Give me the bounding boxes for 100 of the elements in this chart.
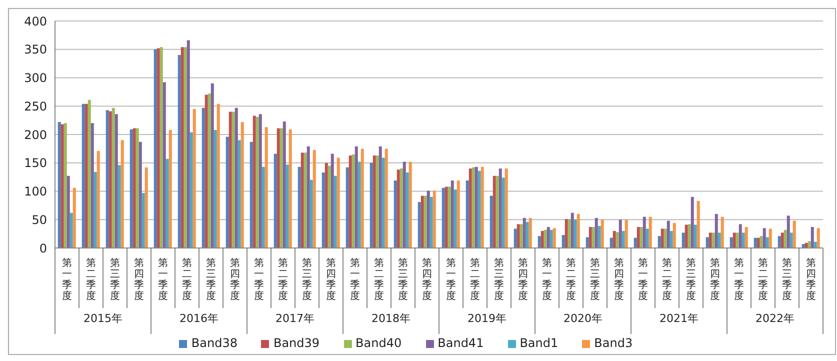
bar xyxy=(454,190,457,248)
y-tick-label: 300 xyxy=(24,71,47,86)
bar xyxy=(58,122,61,248)
bar xyxy=(550,230,553,248)
x-tick-label: 第一季度 xyxy=(158,257,168,302)
bar xyxy=(616,232,619,248)
x-tick-label: 第一季度 xyxy=(734,257,744,302)
bar xyxy=(286,164,289,248)
bar xyxy=(418,202,421,248)
bar xyxy=(502,178,505,248)
x-tick-label: 第四季度 xyxy=(518,257,528,302)
bar xyxy=(420,196,424,248)
bar xyxy=(288,129,292,248)
bar xyxy=(180,47,184,248)
bar xyxy=(324,162,328,248)
bar xyxy=(444,186,448,248)
bar xyxy=(808,241,811,248)
bar xyxy=(252,116,256,248)
bar xyxy=(186,40,190,248)
bar xyxy=(496,176,499,248)
bar xyxy=(478,170,481,248)
bar xyxy=(778,236,781,248)
bar xyxy=(588,227,592,248)
bar xyxy=(136,128,139,248)
bar xyxy=(162,82,166,248)
bar xyxy=(250,142,253,248)
bar xyxy=(660,228,664,248)
x-tick-label: 第四季度 xyxy=(422,257,432,302)
bar xyxy=(424,196,427,248)
x-tick-label: 第一季度 xyxy=(542,257,552,302)
bar xyxy=(232,112,235,248)
bar xyxy=(730,237,733,248)
x-tick-label: 第一季度 xyxy=(446,257,456,302)
bar xyxy=(166,158,169,248)
x-tick-label: 第四季度 xyxy=(614,257,624,302)
bar xyxy=(684,224,688,248)
bar xyxy=(514,228,517,248)
bar xyxy=(394,180,397,248)
bar xyxy=(564,219,568,248)
bar xyxy=(94,172,97,248)
legend-label: Band3 xyxy=(594,336,633,350)
bar xyxy=(474,166,478,248)
y-tick-label: 150 xyxy=(24,156,47,170)
bar xyxy=(682,232,685,248)
x-tick-label: 第四季度 xyxy=(806,257,816,302)
bar xyxy=(768,228,772,248)
x-tick-label: 第三季度 xyxy=(110,257,120,302)
bar xyxy=(144,167,148,248)
legend-label: Band41 xyxy=(438,336,484,350)
bar xyxy=(640,227,643,248)
x-tick-label: 第一季度 xyxy=(350,257,360,302)
bar xyxy=(306,146,310,248)
bar xyxy=(786,216,790,248)
text: 2017年 xyxy=(276,312,314,325)
bar xyxy=(142,192,145,248)
bar xyxy=(546,227,550,248)
x-tick-label: 第三季度 xyxy=(398,257,408,302)
x-tick-label: 第四季度 xyxy=(134,257,144,302)
bar xyxy=(216,104,220,248)
bar xyxy=(70,212,73,248)
bar xyxy=(330,154,334,248)
x-tick-label: 第一季度 xyxy=(62,257,72,302)
bar xyxy=(690,196,694,248)
bar xyxy=(334,176,337,248)
bar xyxy=(370,162,373,248)
bar xyxy=(468,168,472,248)
bar xyxy=(480,166,484,248)
x-tick-label: 第二季度 xyxy=(86,257,96,302)
bar xyxy=(492,176,496,248)
bar xyxy=(396,170,400,248)
bar xyxy=(322,172,325,248)
x-tick-label: 第四季度 xyxy=(710,257,720,302)
y-tick-label: 200 xyxy=(24,128,47,142)
bar xyxy=(472,167,475,248)
bar xyxy=(106,110,109,248)
bar xyxy=(184,47,187,248)
bar xyxy=(336,158,340,248)
bar xyxy=(274,154,277,248)
bar xyxy=(600,220,604,248)
bar xyxy=(60,124,64,248)
bar xyxy=(84,104,88,248)
x-tick-label: 第四季度 xyxy=(326,257,336,302)
bar xyxy=(732,232,736,248)
bar xyxy=(736,232,739,248)
bar xyxy=(490,196,493,248)
bar xyxy=(120,140,124,248)
bar xyxy=(312,150,316,248)
bar xyxy=(378,146,382,248)
bar xyxy=(276,128,280,248)
bar xyxy=(528,218,532,248)
bar xyxy=(138,142,142,248)
bar xyxy=(526,222,529,248)
bar xyxy=(96,150,100,248)
bar xyxy=(816,228,820,248)
x-tick-label: 第二季度 xyxy=(278,257,288,302)
bar xyxy=(262,166,265,248)
x-tick-label: 第三季度 xyxy=(206,257,216,302)
bar xyxy=(376,156,379,248)
bar xyxy=(594,218,598,248)
bar xyxy=(738,224,742,248)
